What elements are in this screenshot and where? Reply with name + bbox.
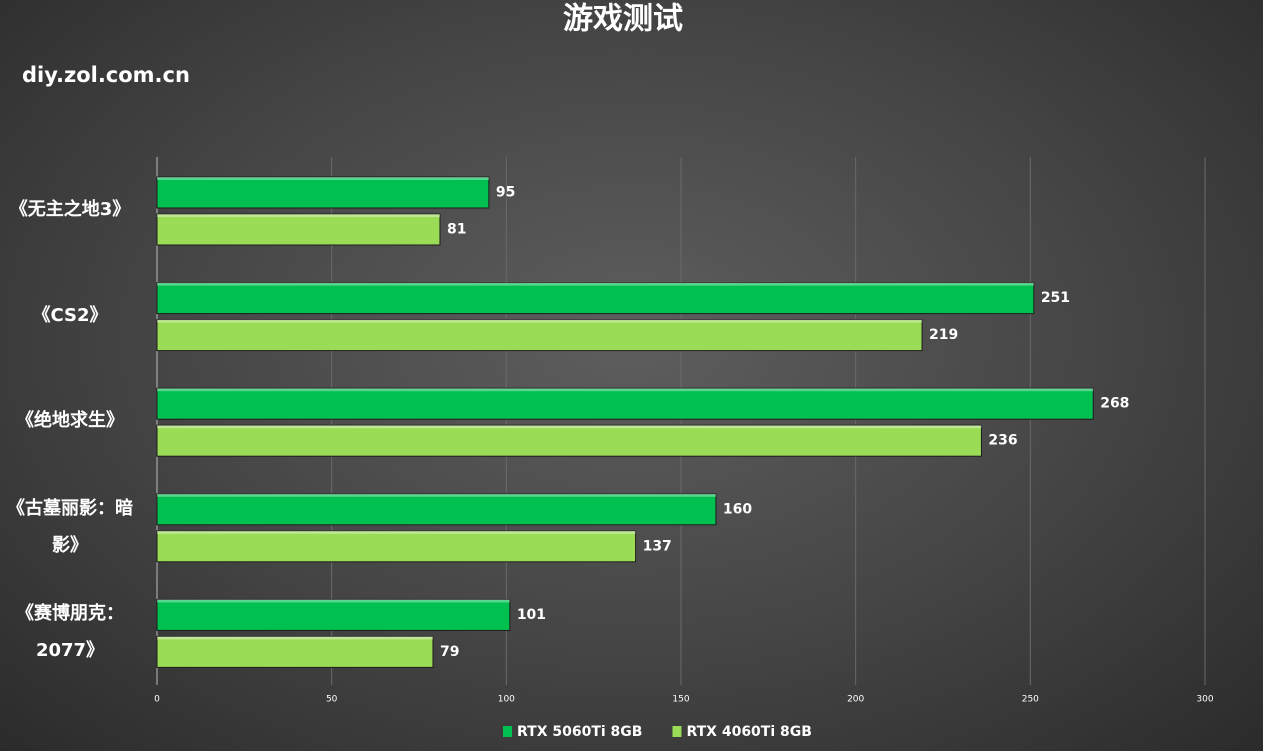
bar	[156, 493, 717, 526]
bar	[156, 387, 1094, 420]
bar	[156, 530, 637, 563]
bar-highlight	[157, 530, 636, 534]
source: diy.zol.com.cn	[22, 63, 190, 87]
bar	[156, 176, 490, 209]
chart-title: 游戏测试	[563, 2, 683, 37]
y-tick-label: 《无主之地3》	[9, 199, 131, 221]
x-tick-label: 50	[326, 695, 338, 705]
bar	[156, 213, 441, 246]
bar	[156, 319, 923, 352]
value-label: 251	[1041, 290, 1070, 306]
bar	[156, 635, 434, 668]
value-label: 160	[723, 501, 752, 517]
value-label: 219	[929, 327, 958, 343]
legend-swatch	[672, 726, 682, 737]
legend-swatch	[503, 726, 512, 737]
value-label: 79	[440, 644, 459, 660]
x-tick-label: 250	[1022, 695, 1039, 705]
bar-highlight	[157, 214, 440, 217]
bar	[156, 424, 982, 457]
value-label: 101	[517, 607, 546, 623]
value-label: 268	[1100, 396, 1129, 412]
y-tick-label: 《CS2》	[32, 304, 108, 326]
bar-highlight	[157, 425, 982, 429]
bar-highlight	[157, 319, 923, 323]
value-label: 95	[496, 185, 515, 201]
value-label: 236	[988, 433, 1017, 449]
x-tick-label: 200	[847, 695, 864, 705]
value-label: 81	[447, 222, 466, 238]
bar-highlight	[157, 636, 433, 640]
x-tick-label: 100	[498, 695, 515, 705]
y-tick-label: 《赛博朋克：2077》	[16, 603, 124, 662]
bar-highlight	[157, 388, 1094, 392]
bar-highlight	[157, 599, 510, 603]
bar	[156, 282, 1035, 315]
legend-label: RTX 5060Ti 8GB	[517, 724, 642, 740]
x-tick-label: 150	[672, 695, 689, 705]
bar	[156, 598, 511, 631]
value-label: 137	[643, 538, 672, 554]
x-tick-label: 300	[1196, 695, 1213, 705]
bar-highlight	[157, 493, 716, 497]
legend-label: RTX 4060Ti 8GB	[686, 724, 811, 740]
y-tick-label: 《古墓丽影：暗影》	[7, 497, 133, 556]
bar-highlight	[157, 177, 489, 180]
x-tick-label: 0	[154, 695, 160, 705]
y-tick-label: 《绝地求生》	[16, 410, 124, 432]
bar-highlight	[157, 282, 1034, 286]
